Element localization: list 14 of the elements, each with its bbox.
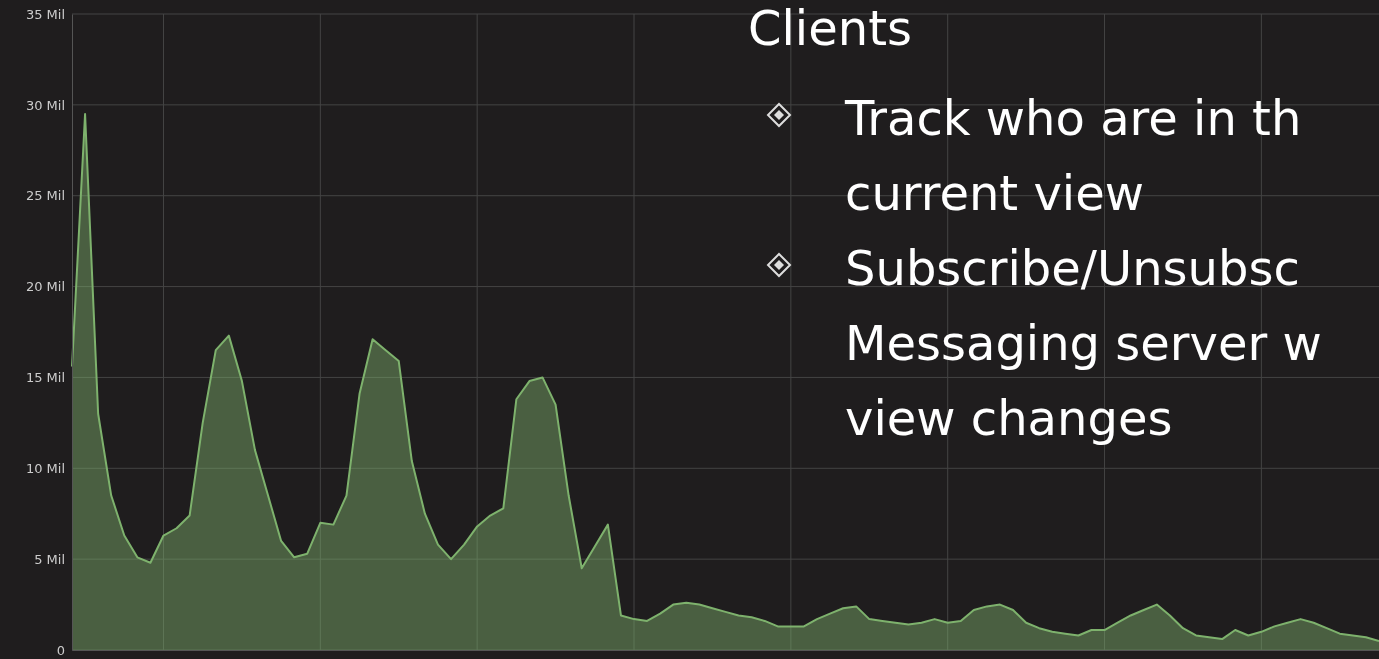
annotation: current view — [845, 165, 1144, 221]
annotation: Subscribe/Unsubsc — [845, 240, 1300, 296]
y-tick-label: 25 Mil — [25, 188, 65, 204]
y-tick-label: 10 Mil — [25, 460, 65, 476]
y-tick-label: 20 Mil — [25, 279, 65, 295]
annotation: view changes — [845, 390, 1173, 446]
annotation: Clients — [748, 0, 912, 56]
y-tick-label: 30 Mil — [25, 97, 65, 113]
annotation: Track who are in th — [844, 90, 1302, 146]
y-tick-label: 15 Mil — [25, 370, 65, 386]
y-tick-label: 5 Mil — [34, 551, 65, 567]
y-tick-label: 0 — [56, 642, 65, 658]
y-tick-label: 35 Mil — [25, 6, 65, 22]
annotation: Messaging server w — [845, 315, 1322, 371]
